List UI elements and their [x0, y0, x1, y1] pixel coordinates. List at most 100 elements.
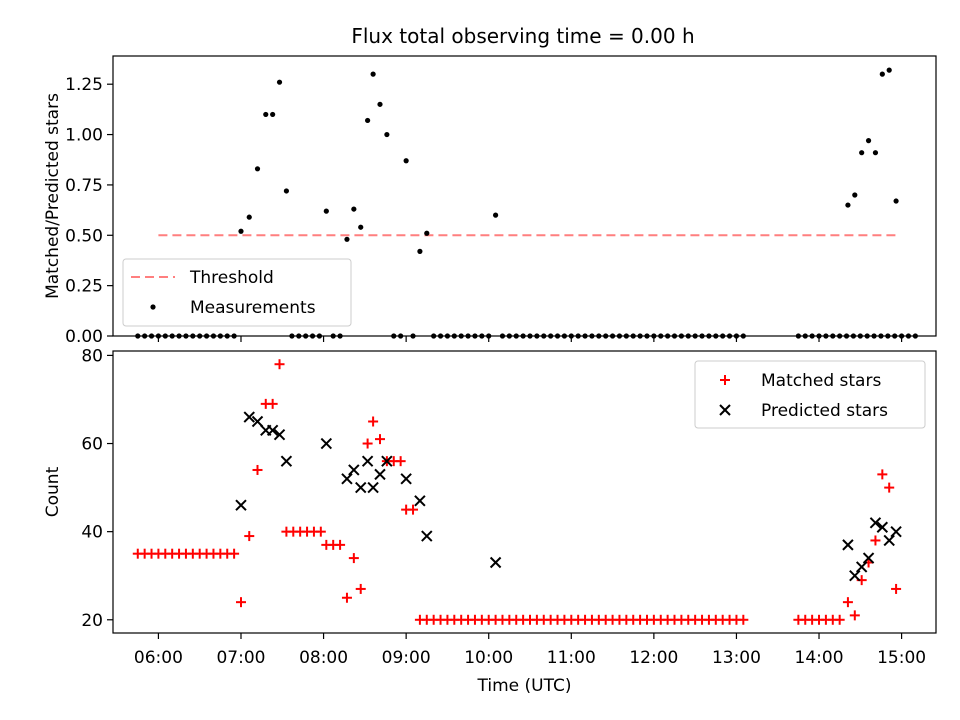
measurement-point	[582, 333, 588, 339]
measurement-point	[898, 333, 905, 339]
measurement-point	[176, 333, 182, 339]
matched-star-point	[408, 504, 419, 515]
legend-threshold-label: Threshold	[189, 268, 274, 288]
y-tick-label: 0.75	[65, 176, 103, 196]
predicted-star-point-b	[243, 411, 255, 423]
predicted-star-point	[862, 552, 875, 564]
measurement-point	[857, 333, 863, 339]
measurement-point	[506, 333, 512, 339]
matched-star-point	[884, 482, 895, 493]
measurement-point	[671, 333, 678, 339]
measurement-point	[351, 206, 357, 212]
measurement-point	[809, 333, 815, 339]
matched-star-point	[267, 398, 278, 409]
legend-box	[122, 258, 352, 327]
measurement-point	[878, 333, 884, 339]
predicted-star-point-b	[251, 415, 264, 428]
measurement-point	[246, 214, 252, 220]
measurement-point	[183, 333, 189, 339]
axes-frame	[112, 350, 937, 634]
measurement-point	[499, 333, 506, 339]
measurement-point	[148, 333, 155, 339]
measurement-point	[886, 67, 892, 73]
measurement-point	[616, 333, 623, 339]
measurement-point	[830, 333, 836, 339]
legend-box	[694, 360, 926, 429]
measurement-point	[224, 333, 230, 339]
predicted-star-point	[414, 495, 426, 507]
measurement-point	[865, 138, 872, 144]
measurement-point	[330, 333, 336, 339]
measurement-point	[520, 333, 526, 339]
predicted-star-point	[367, 481, 379, 494]
measurement-point	[905, 333, 912, 339]
measurement-point	[238, 228, 244, 234]
measurement-point	[713, 333, 719, 339]
measurement-point	[720, 333, 726, 339]
predicted-star-point-b	[341, 473, 353, 485]
measurement-point	[231, 333, 237, 339]
measurement-point	[431, 333, 437, 339]
legend-measurement-swatch	[150, 304, 156, 310]
predicted-star-point-b	[421, 530, 433, 542]
measurement-point	[665, 333, 671, 339]
measurement-point	[217, 333, 223, 339]
measurement-point	[726, 333, 733, 339]
predicted-star-point	[842, 539, 854, 551]
predicted-star-point-b	[414, 495, 426, 507]
predicted-star-point	[855, 561, 868, 573]
predicted-star-point-b	[367, 481, 379, 494]
measurement-point	[513, 333, 519, 339]
measurement-point	[623, 333, 629, 339]
y-tick-label: 1.00	[65, 126, 103, 146]
measurement-point	[190, 333, 196, 339]
matched-star-point	[834, 614, 845, 625]
predicted-star-point	[341, 473, 353, 485]
measurement-point	[403, 158, 409, 164]
measurement-point	[554, 333, 561, 339]
measurement-point	[358, 224, 364, 230]
y-tick-label: 0.25	[65, 277, 103, 297]
measurement-point	[685, 333, 691, 339]
measurement-point	[859, 150, 865, 156]
measurement-point	[309, 333, 316, 339]
measurement-point	[892, 333, 898, 339]
predicted-star-point-b	[280, 455, 293, 467]
measurement-point	[135, 333, 141, 339]
predicted-star-point	[355, 481, 367, 494]
matched-star-point	[891, 583, 902, 594]
measurement-point	[337, 333, 343, 339]
measurement-point	[658, 333, 664, 339]
measurement-point	[451, 333, 457, 339]
measurement-point	[589, 333, 595, 339]
matched-star-point	[738, 614, 749, 625]
x-tick-label: 07:00	[216, 648, 265, 668]
measurement-point	[843, 333, 850, 339]
y-tick-label: 40	[81, 523, 103, 543]
measurement-point	[254, 166, 261, 172]
chart-title: Flux total observing time = 0.00 h	[351, 24, 694, 48]
predicted-star-point	[849, 570, 861, 582]
x-tick-label: 09:00	[382, 648, 431, 668]
predicted-star-point	[361, 455, 374, 467]
y-tick-label: 0.00	[65, 327, 103, 347]
predicted-star-point	[489, 556, 502, 569]
measurement-point	[296, 333, 302, 339]
measurement-point	[527, 333, 533, 339]
predicted-star-point	[890, 525, 902, 538]
measurement-point	[596, 333, 602, 339]
measurement-point	[169, 333, 175, 339]
predicted-star-point	[235, 499, 247, 511]
measurement-point	[651, 333, 657, 339]
measurement-point	[885, 333, 891, 339]
legend-matched-swatch	[720, 375, 730, 385]
measurement-point	[479, 333, 485, 339]
matched-star-point	[335, 539, 346, 550]
measurement-point	[816, 333, 822, 339]
measurement-point	[162, 333, 168, 339]
legend-measurement-label: Measurements	[190, 298, 316, 318]
measurement-point	[323, 208, 329, 214]
predicted-star-point	[876, 521, 889, 533]
